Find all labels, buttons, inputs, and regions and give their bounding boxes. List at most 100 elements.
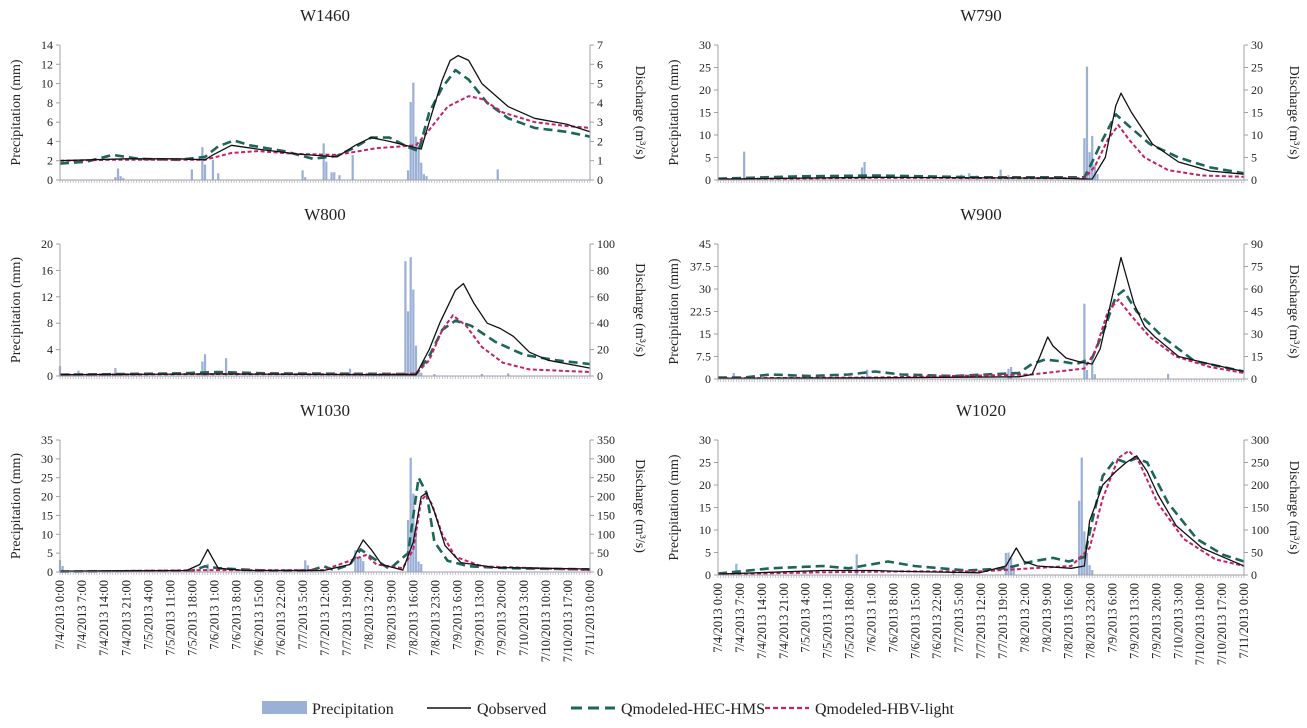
y-left-tick-label: 15	[699, 501, 711, 515]
y-right-tick-label: 6	[597, 57, 603, 71]
x-tick-label: 7/7/2013 19:00	[996, 583, 1010, 659]
y-left-tick-label: 8	[47, 96, 53, 110]
panel-w800: W800 0 4 8 12 16 20 0 20 40 60 80 100 Precipitation (…	[9, 205, 647, 383]
y-right-tick-label: 5	[1251, 151, 1257, 165]
precipitation-bar	[203, 164, 207, 180]
y-axis-left-label: Precipitation (mm)	[667, 59, 682, 165]
y-left-tick-label: 0	[705, 372, 711, 386]
series-hbv-light	[59, 95, 591, 162]
precipitation-bar	[116, 168, 120, 180]
x-tick-label: 7/7/2013 5:00	[296, 580, 310, 650]
series-hec-hms	[59, 476, 591, 573]
y-right-tick-label: 7	[597, 38, 603, 52]
x-tick-label: 7/4/2013 21:00	[119, 580, 133, 656]
x-tick-label: 7/5/2013 18:00	[843, 583, 857, 659]
y-right-tick-label: 100	[1251, 523, 1269, 537]
y-right-tick-label: 80	[597, 263, 609, 277]
precipitation-bar	[1083, 138, 1086, 180]
precipitation-bar	[322, 143, 325, 180]
precipitation-bar	[201, 361, 204, 376]
x-tick-label: 7/6/2013 22:00	[930, 583, 944, 659]
x-tick-label: 7/8/2013 23:00	[1084, 583, 1098, 659]
precipitation-bar	[507, 373, 510, 376]
y-left-tick-label: 25	[699, 61, 711, 75]
y-right-tick-label: 100	[597, 527, 615, 541]
series-hec-hms	[717, 113, 1245, 180]
precipitation-bar	[409, 101, 412, 180]
y-left-tick-label: 10	[699, 523, 711, 537]
precipitation-bar	[190, 169, 193, 180]
series-hbv-light	[717, 449, 1245, 576]
precipitation-bar	[359, 557, 362, 572]
legend-qobserved-label: Qobserved	[477, 701, 546, 718]
precipitation-bar	[999, 169, 1002, 180]
precipitation-bar	[496, 169, 499, 180]
y-left-tick-label: 45	[699, 237, 711, 251]
x-tick-label: 7/8/2013 2:00	[362, 580, 376, 650]
precipitation-bar	[433, 374, 436, 376]
precipitation-bar	[409, 257, 412, 376]
x-tick-label: 7/4/2013 7:00	[75, 580, 89, 650]
precipitation-bar	[338, 175, 341, 180]
x-tick-label: 7/9/2013 13:00	[473, 580, 487, 656]
legend: Precipitation Qobserved Qmodeled-HEC-HMS…	[262, 701, 955, 718]
y-left-tick-label: 16	[41, 263, 53, 277]
series-hbv-light	[717, 124, 1245, 181]
x-tick-label: 7/5/2013 4:00	[799, 583, 813, 653]
y-right-tick-label: 150	[1251, 501, 1269, 515]
x-tick-label: 7/8/2013 16:00	[1062, 583, 1076, 659]
precipitation-bar	[325, 161, 328, 180]
series-hbv-light	[59, 314, 591, 376]
precipitation-bar	[968, 173, 971, 180]
series-qobserved	[59, 54, 591, 162]
precipitation-bar	[306, 565, 309, 572]
precipitation-bar	[1085, 370, 1089, 379]
precipitation-bar	[1004, 552, 1007, 575]
x-tick-label: 7/6/2013 8:00	[230, 580, 244, 650]
precipitation-bar	[304, 177, 307, 180]
precipitation-bar	[420, 162, 423, 180]
y-left-tick-label: 20	[699, 83, 711, 97]
y-right-tick-label: 5	[597, 77, 603, 91]
panel-w1030: W103005101520253035050100150200250300350…	[9, 401, 647, 662]
panel-w790: W790 0 5 10 15 20 25 30 0 5 10 15 20 25 30 Precipitatio…	[667, 6, 1301, 187]
precipitation-bar	[414, 528, 418, 572]
precipitation-bar	[224, 358, 228, 376]
x-tick-label: 7/8/2013 2:00	[1018, 583, 1032, 653]
y-right-tick-label: 20	[1251, 83, 1263, 97]
y-left-tick-label: 30	[699, 433, 711, 447]
y-right-tick-label: 40	[597, 316, 609, 330]
precipitation-bar	[1009, 367, 1013, 379]
precipitation-bar	[330, 172, 333, 180]
precipitation-bar	[304, 560, 307, 572]
x-tick-label: 7/9/2013 13:00	[1127, 583, 1141, 659]
precipitation-bar	[743, 151, 746, 180]
series-hec-hms	[59, 68, 591, 165]
y-axis-right-label: Discharge (m³/s)	[632, 66, 647, 160]
precipitation-bar	[417, 561, 420, 572]
precipitation-bar	[422, 174, 426, 180]
precipitation-bar	[412, 493, 415, 572]
precipitation-bar	[1007, 552, 1010, 575]
y-left-tick-label: 0	[47, 369, 53, 383]
precipitation-bar	[420, 564, 423, 572]
x-tick-label: 7/6/2013 1:00	[864, 583, 878, 653]
y-left-tick-label: 12	[41, 57, 53, 71]
x-tick-label: 7/6/2013 8:00	[886, 583, 900, 653]
precipitation-bar	[866, 369, 869, 379]
y-left-tick-label: 10	[41, 77, 53, 91]
x-tick-label: 7/8/2013 16:00	[406, 580, 420, 656]
y-right-tick-label: 50	[1251, 546, 1263, 560]
precipitation-bar	[735, 563, 738, 575]
y-right-tick-label: 0	[597, 565, 603, 579]
precipitation-bar	[351, 154, 354, 180]
precipitation-bar	[480, 374, 484, 376]
precipitation-bar	[301, 170, 304, 180]
precipitation-bar	[348, 368, 352, 376]
precipitation-bar	[1091, 356, 1094, 379]
y-right-tick-label: 300	[1251, 433, 1269, 447]
x-tick-label: 7/10/2013 17:00	[561, 580, 575, 662]
panel-title: W1020	[956, 401, 1006, 420]
y-left-tick-label: 37.5	[690, 260, 711, 274]
